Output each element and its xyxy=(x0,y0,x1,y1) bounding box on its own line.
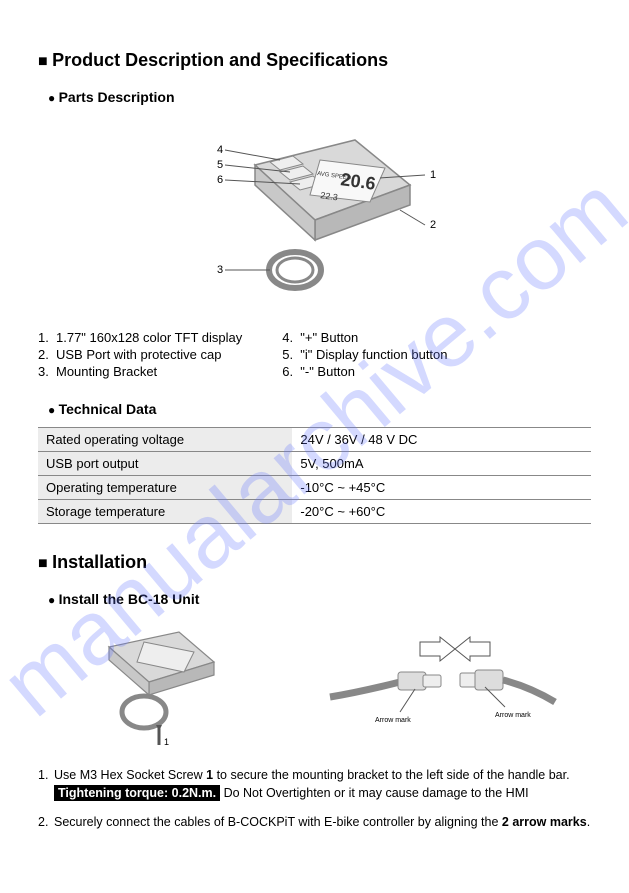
install-diagram-mount: 1 xyxy=(69,617,229,747)
technical-data-table: Rated operating voltage24V / 36V / 48 V … xyxy=(38,427,591,524)
torque-highlight: Tightening torque: 0.2N.m. xyxy=(54,785,220,801)
parts-diagram: 20.6 22.3 AVG SPEED 4 5 6 3 1 2 xyxy=(38,115,591,305)
svg-text:1: 1 xyxy=(164,737,169,747)
install-diagrams: 1 Arrow mark Arrow mark xyxy=(38,617,591,747)
callout-2: 2 xyxy=(430,219,436,231)
parts-list: 1.1.77" 160x128 color TFT display 2.USB … xyxy=(38,330,591,381)
install-step-1: 1.Use M3 Hex Socket Screw 1 to secure th… xyxy=(38,767,591,802)
callout-3: 3 xyxy=(217,264,223,276)
subhead-parts-desc: Parts Description xyxy=(48,89,591,105)
callout-4: 4 xyxy=(217,144,223,156)
parts-list-left: 1.1.77" 160x128 color TFT display 2.USB … xyxy=(38,330,242,381)
install-diagram-cable: Arrow mark Arrow mark xyxy=(320,617,560,747)
section-title-product: Product Description and Specifications xyxy=(38,50,591,71)
parts-list-right: 4."+" Button 5."i" Display function butt… xyxy=(282,330,447,381)
callout-1: 1 xyxy=(430,169,436,181)
device-illustration: 20.6 22.3 AVG SPEED 4 5 6 3 1 2 xyxy=(185,120,445,300)
subhead-install-unit: Install the BC-18 Unit xyxy=(48,591,591,607)
install-step-2: 2.Securely connect the cables of B-COCKP… xyxy=(38,814,591,832)
callout-6: 6 xyxy=(217,174,223,186)
section-title-installation: Installation xyxy=(38,552,591,573)
callout-5: 5 xyxy=(217,159,223,171)
svg-text:Arrow mark: Arrow mark xyxy=(495,712,531,719)
svg-text:Arrow mark: Arrow mark xyxy=(375,717,411,724)
subhead-tech-data: Technical Data xyxy=(48,401,591,417)
